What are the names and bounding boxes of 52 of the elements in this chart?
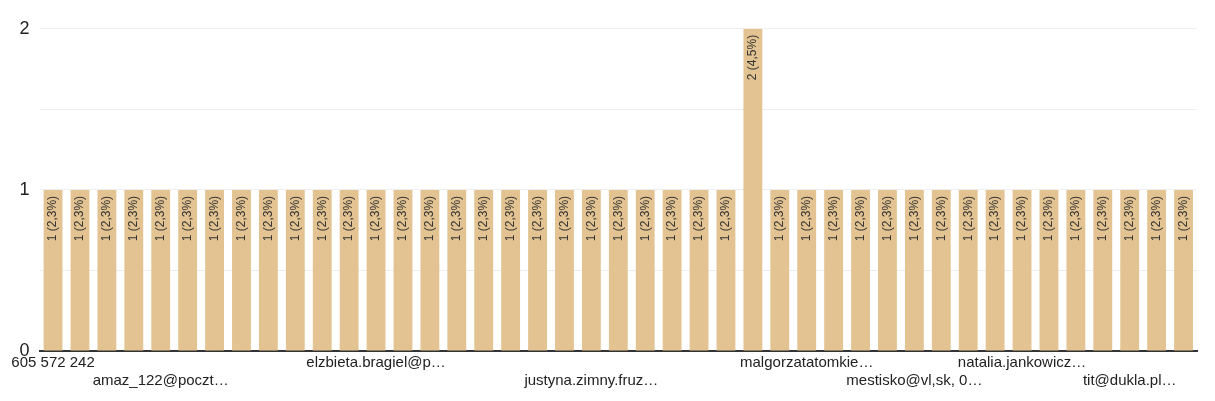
data-label: 1 (2,3%) [987,195,1002,242]
data-label: 1 (2,3%) [772,195,787,242]
data-label: 1 (2,3%) [799,195,814,242]
data-label: 1 (2,3%) [1148,195,1163,242]
data-label: 1 (2,3%) [422,195,437,242]
data-label: 1 (2,3%) [449,195,464,242]
x-tick-label: malgorzatatomkie… [740,353,874,371]
data-label: 1 (2,3%) [153,195,168,242]
data-label: 1 (2,3%) [126,195,141,242]
x-tick-label: natalia.jankowicz… [957,353,1087,371]
x-tick-label: mestisko@vl,sk, 0… [846,371,983,389]
data-label: 1 (2,3%) [341,195,356,242]
data-label: 1 (2,3%) [72,195,87,242]
data-label: 1 (2,3%) [179,195,194,242]
data-label: 1 (2,3%) [206,195,221,242]
data-label: 1 (2,3%) [1122,195,1137,242]
x-tick-label: elzbieta.bragiel@p… [306,353,446,371]
data-label: 1 (2,3%) [99,195,114,242]
data-label: 1 (2,3%) [1041,195,1056,242]
data-label: 1 (2,3%) [1095,195,1110,242]
data-label: 1 (2,3%) [852,195,867,242]
data-label: 1 (2,3%) [825,195,840,242]
data-label: 1 (2,3%) [879,195,894,242]
data-label: 1 (2,3%) [287,195,302,242]
data-label: 1 (2,3%) [502,195,517,242]
data-label: 1 (2,3%) [610,195,625,242]
x-tick-label: justyna.zimny.fruz… [523,371,659,389]
data-label: 1 (2,3%) [260,195,275,242]
y-tick-label: 2 [19,17,30,38]
data-label: 2 (4,5%) [745,34,760,81]
data-label: 1 (2,3%) [637,195,652,242]
data-label: 1 (2,3%) [556,195,571,242]
data-label: 1 (2,3%) [233,195,248,242]
data-label: 1 (2,3%) [368,195,383,242]
data-label: 1 (2,3%) [314,195,329,242]
data-label: 1 (2,3%) [906,195,921,242]
data-label: 1 (2,3%) [1175,195,1190,242]
data-label: 1 (2,3%) [395,195,410,242]
data-label: 1 (2,3%) [476,195,491,242]
data-label: 1 (2,3%) [718,195,733,242]
x-tick-label: amaz_122@poczt… [92,371,229,389]
x-tick-label: tit@dukla.pl… [1082,371,1177,389]
data-label: 1 (2,3%) [933,195,948,242]
data-label: 1 (2,3%) [529,195,544,242]
y-tick-label: 1 [19,178,30,199]
data-label: 1 (2,3%) [691,195,706,242]
data-label: 1 (2,3%) [960,195,975,242]
data-label: 1 (2,3%) [664,195,679,242]
data-label: 1 (2,3%) [45,195,60,242]
data-label: 1 (2,3%) [1014,195,1029,242]
data-label: 1 (2,3%) [583,195,598,242]
data-label: 1 (2,3%) [1068,195,1083,242]
